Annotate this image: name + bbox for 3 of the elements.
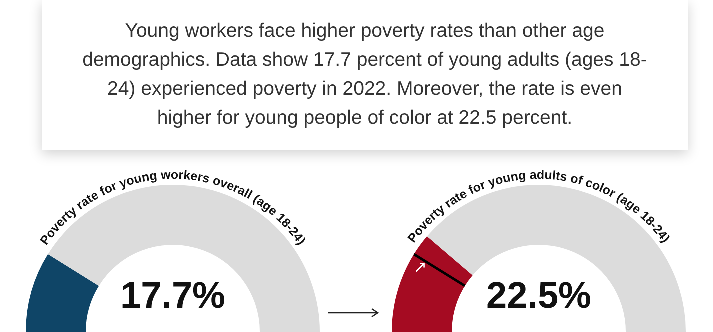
- text: Young workers face higher poverty rates than other age demographics. Data show 17.7 percent of young adults (ages 18-24) experienced poverty in 2022. Moreover, the rate is even higher for young people of color at 22.5 percent.: [82, 19, 648, 131]
- text: 22.5%: [486, 275, 592, 316]
- text: 17.7%: [120, 275, 226, 316]
